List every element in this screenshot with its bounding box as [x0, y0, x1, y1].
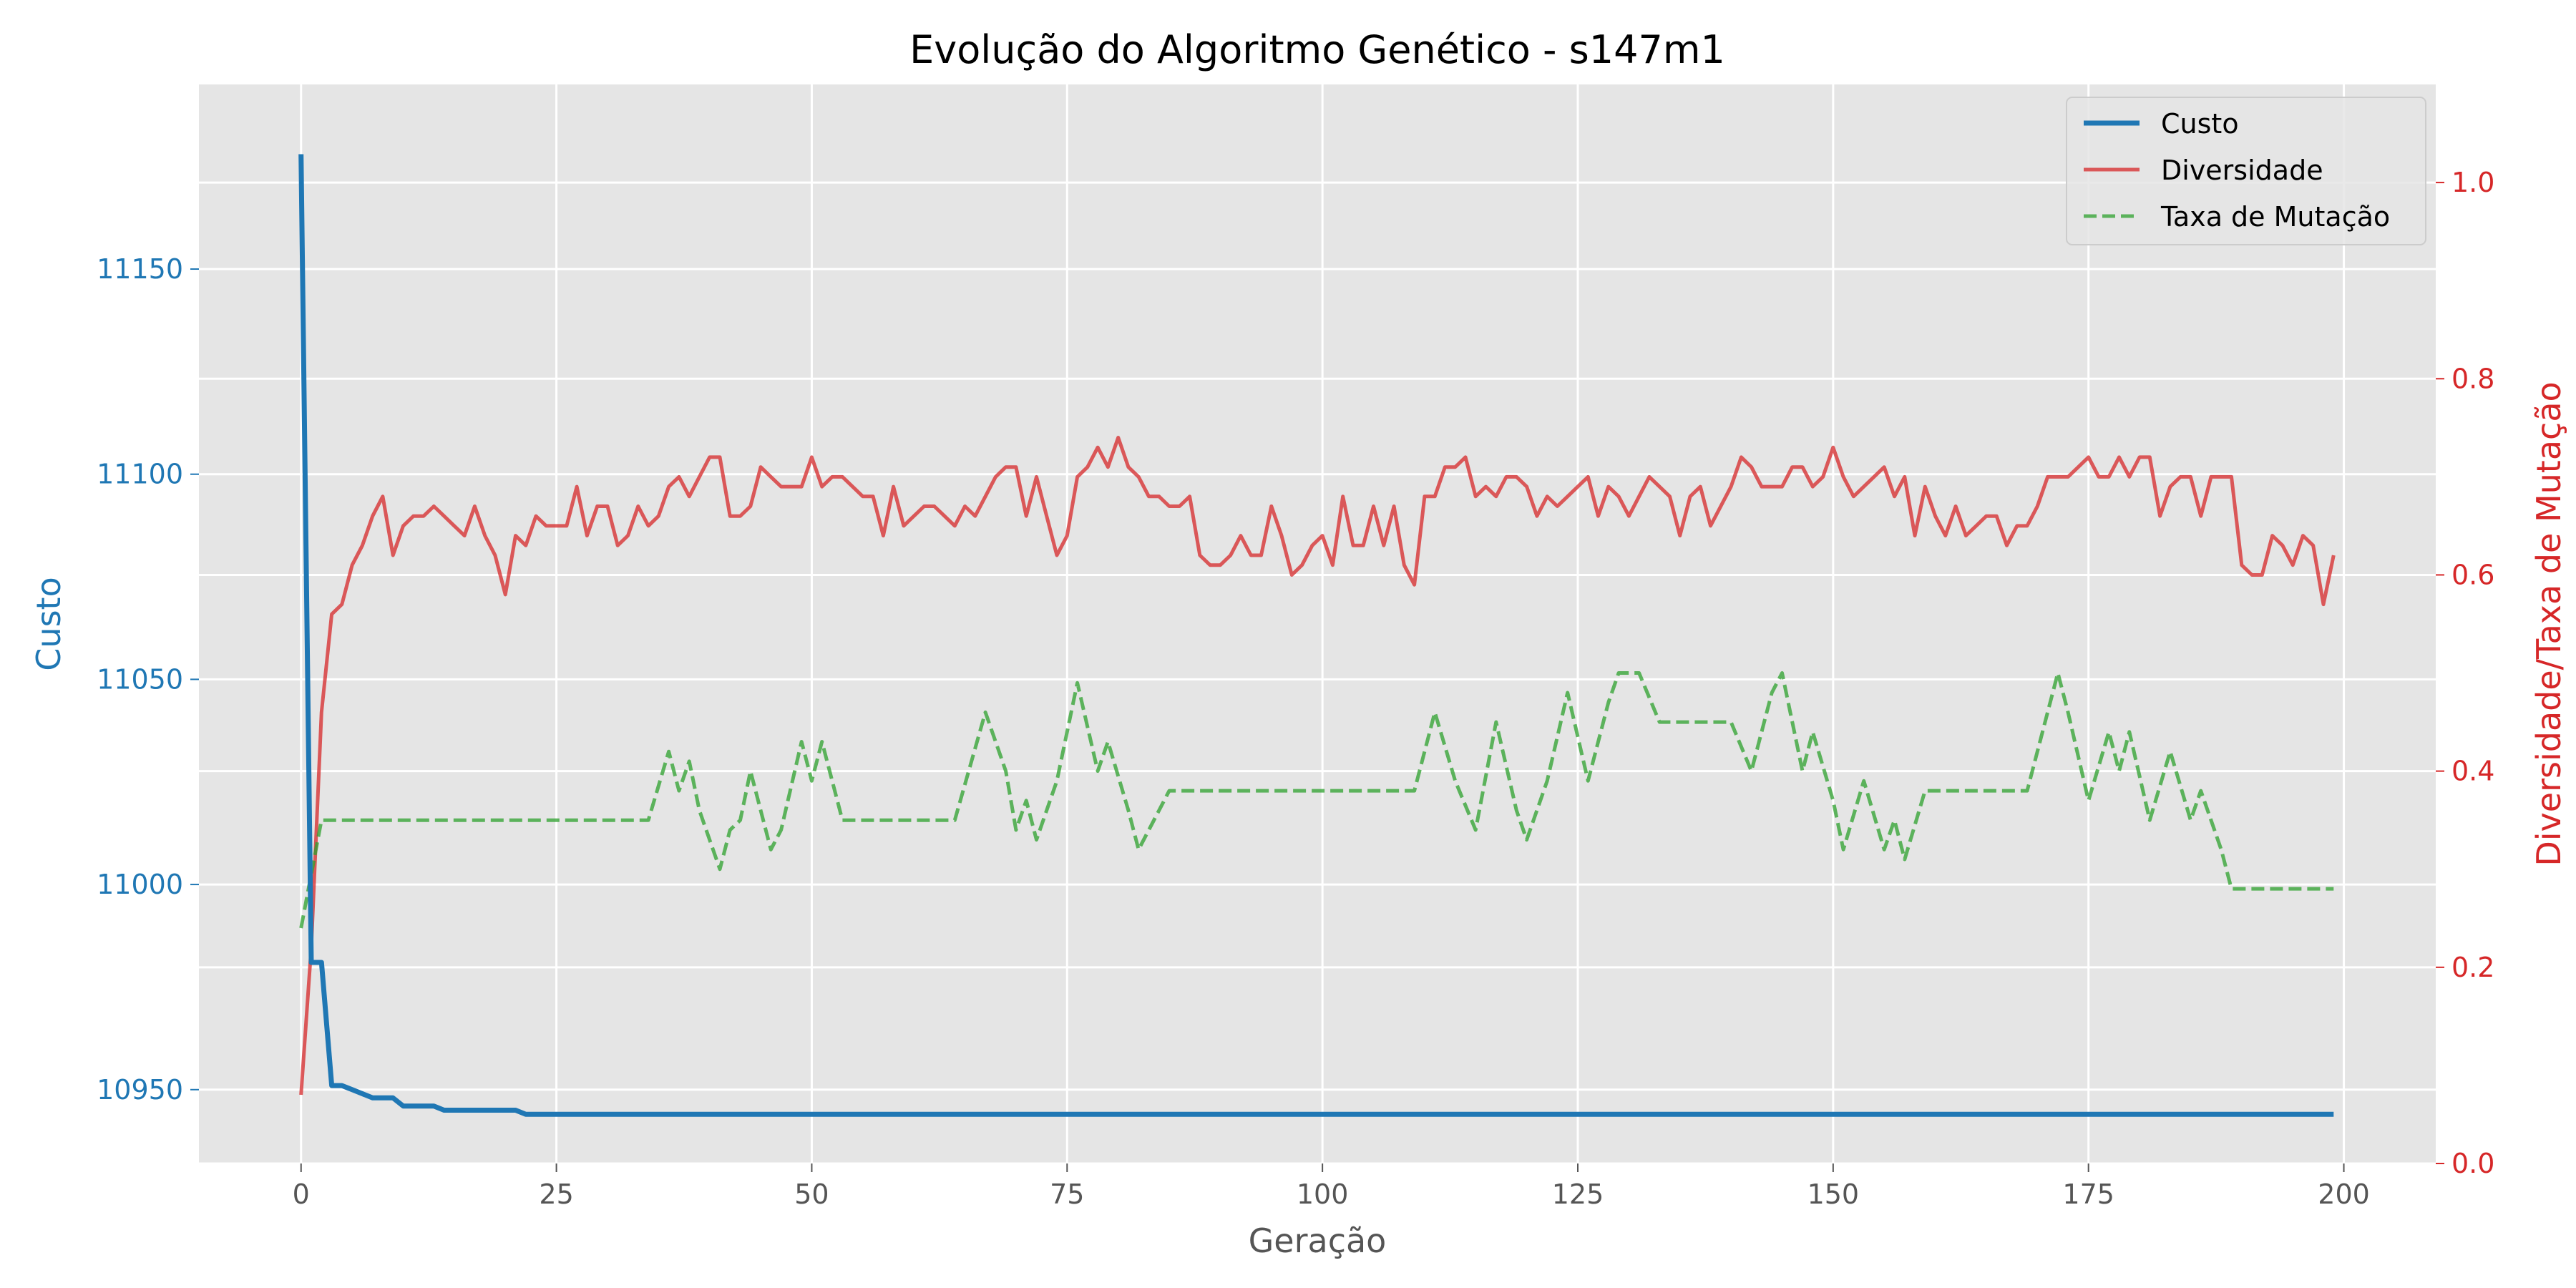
x-tick-label: 75	[1050, 1179, 1084, 1210]
legend-label-taxa-mutacao: Taxa de Mutação	[2160, 201, 2390, 233]
y-left-tick-label: 10950	[97, 1074, 183, 1106]
y-right-axis-label: Diversidade/Taxa de Mutação	[2529, 381, 2568, 866]
grid-layer	[199, 84, 2436, 1165]
y-left-axis-label: Custo	[29, 577, 68, 670]
legend-box	[2066, 97, 2426, 245]
y-right-tick-label: 0.2	[2451, 952, 2494, 983]
y-left-tick-label: 11100	[97, 459, 183, 490]
y-right-tick-label: 0.4	[2451, 756, 2494, 787]
x-tick-label: 150	[1807, 1179, 1860, 1210]
axes-layer: 0 25 50 75 100 125 150 175 200 10950 11000 11050 111…	[97, 167, 2494, 1210]
x-axis-label: Geração	[1249, 1221, 1387, 1260]
y-left-tick-label: 11000	[97, 869, 183, 900]
chart-title: Evolução do Algoritmo Genético - s147m1	[909, 27, 1725, 72]
x-tick-label: 200	[2318, 1179, 2370, 1210]
x-tick-label: 50	[794, 1179, 829, 1210]
y-left-tick-label: 11150	[97, 253, 183, 285]
legend: Custo Diversidade Taxa de Mutação	[2066, 97, 2426, 245]
series-line-custo	[298, 154, 2334, 1117]
y-right-tick-label: 1.0	[2451, 167, 2494, 198]
x-tick-label: 125	[1552, 1179, 1604, 1210]
x-tick-label: 0	[293, 1179, 310, 1210]
series-line-diversidade	[299, 436, 2336, 1096]
y-right-tick-label: 0.8	[2451, 363, 2494, 394]
y-left-tick-label: 11050	[97, 663, 183, 695]
legend-label-custo: Custo	[2161, 108, 2239, 140]
series-layer	[298, 154, 2336, 1117]
y-right-tick-label: 0.6	[2451, 559, 2494, 590]
x-tick-label: 175	[2062, 1179, 2114, 1210]
plot-area	[199, 84, 2436, 1163]
series-line-taxa-mutacao	[299, 671, 2334, 929]
x-tick-label: 100	[1297, 1179, 1349, 1210]
y-right-tick-label: 0.0	[2451, 1148, 2494, 1179]
x-tick-label: 25	[539, 1179, 573, 1210]
legend-label-diversidade: Diversidade	[2161, 155, 2323, 186]
